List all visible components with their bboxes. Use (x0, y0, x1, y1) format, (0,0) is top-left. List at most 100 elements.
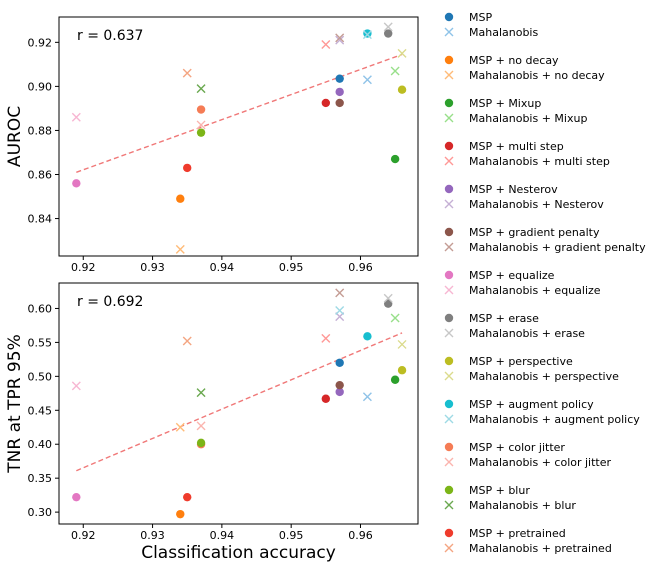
legend-dot-marker (444, 485, 454, 495)
data-point-dot (176, 509, 185, 519)
legend-dot-marker (444, 313, 454, 323)
y-tick-label: 0.84 (28, 213, 53, 226)
legend-label: MSP + Mixup (469, 97, 541, 110)
x-tick-label: 0.95 (279, 529, 304, 542)
legend-dot-marker (444, 141, 454, 151)
y-tick-label: 0.92 (28, 36, 53, 49)
legend-label: MSP + blur (469, 484, 530, 497)
data-point-dot (383, 29, 393, 38)
legend-label: MSP + Nesterov (469, 183, 558, 196)
y-tick-label: 0.60 (28, 302, 53, 315)
data-point-dot (335, 87, 344, 97)
legend-x-marker (444, 113, 454, 123)
legend-label: Mahalanobis + equalize (469, 284, 601, 297)
data-point-dot (72, 179, 81, 188)
y-tick-label: 0.50 (28, 370, 53, 383)
x-tick-label: 0.96 (348, 261, 373, 274)
legend-label: MSP + no decay (469, 54, 559, 67)
y-tick-label: 0.88 (28, 124, 53, 137)
x-tick-label: 0.96 (348, 529, 373, 542)
data-point-dot (383, 299, 393, 308)
data-point-dot (335, 358, 344, 367)
data-point-x (335, 35, 345, 45)
y-tick-label: 0.86 (28, 168, 53, 181)
legend-dot-marker (444, 270, 454, 280)
data-point-x (196, 388, 206, 398)
legend-label: MSP + perspective (469, 355, 573, 368)
data-point-x (362, 30, 372, 40)
legend-dot-marker (444, 227, 454, 237)
data-point-dot (335, 74, 344, 83)
data-point-x (71, 112, 81, 122)
correlation-annotation: r = 0.692 (77, 294, 143, 310)
data-point-x (397, 48, 407, 58)
legend-label: MSP + erase (469, 312, 539, 325)
data-point-x (321, 40, 331, 50)
legend-label: MSP + color jitter (469, 441, 565, 454)
legend-label: MSP + augment policy (469, 398, 594, 411)
y-tick-label: 0.35 (28, 472, 53, 485)
data-point-x (335, 305, 345, 315)
legend-label: Mahalanobis + multi step (469, 155, 610, 168)
legend-x-marker (444, 70, 454, 80)
legend-label: Mahalanobis + color jitter (469, 456, 612, 469)
legend-label: Mahalanobis + Mixup (469, 112, 587, 125)
x-axis-label: Classification accuracy (141, 543, 336, 563)
legend-x-marker (444, 199, 454, 209)
data-point-x (175, 244, 185, 254)
y-tick-label: 0.45 (28, 404, 53, 417)
legend-label: MSP + multi step (469, 140, 564, 153)
legend-dot-marker (444, 98, 454, 108)
y-tick-label: 0.30 (28, 506, 53, 519)
data-point-dot (335, 380, 344, 390)
legend-x-marker (444, 328, 454, 338)
data-point-x (196, 84, 206, 94)
data-point-dot (183, 163, 192, 173)
x-tick-label: 0.93 (140, 529, 165, 542)
x-tick-label: 0.92 (71, 529, 96, 542)
legend-dot-marker (444, 356, 454, 366)
plot-frame (58, 16, 419, 257)
legend-label: Mahalanobis + Nesterov (469, 198, 604, 211)
legend-label: Mahalanobis (469, 26, 538, 39)
trend-line (76, 53, 403, 173)
y-axis-label: TNR at TPR 95% (5, 334, 25, 473)
data-point-dot (176, 194, 185, 203)
x-tick-label: 0.92 (71, 261, 96, 274)
plot-frame (58, 282, 419, 525)
correlation-annotation: r = 0.637 (77, 28, 143, 44)
x-tick-label: 0.95 (279, 261, 304, 274)
legend-x-marker (444, 543, 454, 553)
data-point-dot (363, 332, 372, 341)
legend-label: Mahalanobis + erase (469, 327, 585, 340)
data-point-x (390, 66, 400, 76)
legend-label: Mahalanobis + blur (469, 499, 576, 512)
legend-x-marker (444, 371, 454, 381)
data-point-x (71, 381, 81, 391)
data-point-dot (335, 387, 344, 397)
data-point-x (362, 75, 372, 85)
x-tick-label: 0.93 (140, 261, 165, 274)
data-point-x (383, 293, 393, 303)
data-point-x (390, 313, 400, 323)
legend-label: Mahalanobis + augment policy (469, 413, 640, 426)
legend-x-marker (444, 457, 454, 467)
legend-label: MSP + gradient penalty (469, 226, 600, 239)
data-point-dot (397, 85, 407, 94)
data-point-dot (72, 492, 81, 502)
data-point-x (182, 68, 192, 78)
data-point-dot (390, 154, 400, 164)
data-point-x (397, 339, 407, 349)
data-point-dot (363, 29, 372, 38)
data-point-x (196, 120, 206, 130)
legend-label: Mahalanobis + pretrained (469, 542, 612, 555)
legend-label: Mahalanobis + perspective (469, 370, 619, 383)
legend-x-marker (444, 285, 454, 295)
data-point-dot (196, 105, 206, 114)
y-tick-label: 0.55 (28, 336, 53, 349)
legend-dot-marker (444, 55, 454, 65)
legend-label: Mahalanobis + no decay (469, 69, 605, 82)
legend-x-marker (444, 500, 454, 510)
data-point-dot (321, 394, 331, 403)
data-point-dot (397, 366, 407, 375)
